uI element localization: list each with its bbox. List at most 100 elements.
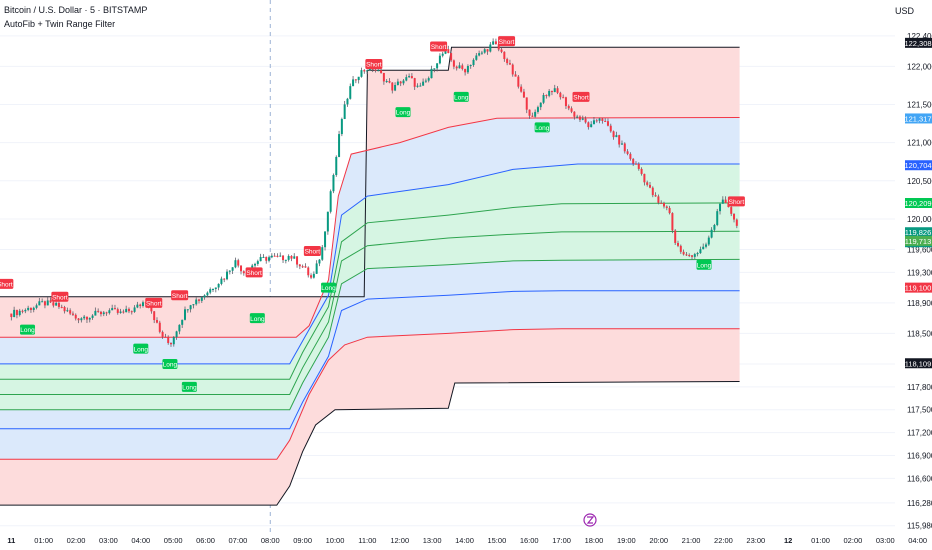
signal-box (498, 36, 516, 47)
short-signal-label: Short (171, 290, 189, 301)
time-tick-label: 03:00 (876, 536, 895, 545)
fib-fill-band (0, 202, 740, 395)
candle (564, 97, 567, 107)
candle (419, 85, 422, 87)
candle (595, 120, 598, 122)
fib-fill-band (0, 328, 740, 506)
candle (155, 320, 158, 323)
candle (461, 65, 464, 69)
candle (189, 305, 192, 310)
candle (604, 120, 607, 122)
candle (27, 307, 30, 310)
candle (542, 95, 545, 103)
candle (226, 271, 229, 280)
candle (279, 255, 282, 257)
candle (116, 309, 119, 313)
candle (587, 122, 590, 128)
fib-fill-band (0, 290, 740, 460)
candle (472, 59, 475, 66)
candle (626, 151, 629, 154)
long-signal-label: Long (534, 122, 550, 133)
fib-fill-band (0, 231, 740, 410)
candle (80, 318, 83, 321)
candle (520, 86, 523, 92)
candle (660, 202, 663, 204)
long-signal-label: Long (20, 324, 36, 335)
time-axis: 11 01:00 02:00 03:00 04:00 05:00 06:00 07:00 08:… (7, 536, 927, 545)
price-badge-box (905, 113, 932, 124)
price-badge-text: 120,209 (904, 199, 931, 208)
candle (388, 80, 391, 83)
candle (643, 173, 646, 183)
candle (220, 278, 223, 284)
candle (492, 41, 495, 45)
fib-level-line (0, 328, 740, 460)
candle (623, 143, 626, 152)
candle (424, 80, 427, 82)
candle (282, 255, 285, 261)
signal-text: Long (321, 285, 336, 292)
price-badge-text: 119,713 (905, 237, 932, 246)
candle (525, 97, 528, 110)
price-tick-label: 117,200 (907, 429, 932, 438)
price-tick-label: 120,500 (907, 177, 932, 186)
tradingview-logo-icon (583, 513, 597, 527)
candle (584, 118, 587, 123)
price-tick-label: 121,000 (907, 139, 932, 148)
candle (581, 118, 584, 120)
time-tick-label: 11 (7, 536, 15, 545)
price-tick-label: 120,000 (907, 215, 932, 224)
candle (438, 55, 441, 64)
price-badges: 122,308121,317120,704120,209119,82602:40… (904, 37, 932, 369)
signal-text: Long (182, 384, 197, 391)
candle (601, 118, 604, 121)
candle (304, 266, 307, 268)
fib-fill-band (0, 259, 740, 429)
signal-text: Long (396, 110, 411, 117)
price-badge-box (905, 282, 932, 293)
candle (634, 163, 637, 165)
price-tick-label: 122,400 (907, 32, 932, 41)
long-signal-label: Long (395, 107, 411, 118)
candle (514, 74, 517, 77)
candle (354, 79, 357, 81)
candle (382, 72, 385, 82)
candle (161, 331, 164, 337)
signal-box (20, 324, 36, 335)
candle (63, 307, 66, 312)
candle (198, 299, 201, 301)
long-signal-label: Long (162, 358, 178, 369)
candle (153, 311, 156, 321)
candle (648, 184, 651, 188)
candle (707, 237, 710, 245)
candle (380, 70, 383, 73)
signal-text: Short (146, 300, 162, 307)
candle (385, 80, 388, 82)
candle (629, 153, 632, 159)
signal-text: Short (0, 281, 13, 288)
signal-box (534, 122, 550, 133)
candle (273, 255, 276, 257)
price-tick-label: 118,500 (907, 329, 932, 338)
indicator-label[interactable]: AutoFib + Twin Range Filter (4, 19, 116, 29)
candle (508, 63, 511, 65)
candle (550, 90, 553, 93)
candle (480, 52, 483, 54)
candle (433, 68, 436, 70)
fib-level-line (0, 163, 740, 365)
time-tick-label: 17:00 (552, 536, 571, 545)
candle (489, 44, 492, 52)
candle (360, 70, 363, 77)
candle (615, 135, 618, 138)
candle (536, 107, 539, 112)
signal-box (696, 259, 712, 270)
short-signal-label: Short (498, 36, 516, 47)
candle (606, 121, 609, 126)
price-badge: 119,713 (905, 235, 932, 246)
short-signal-label: Short (245, 267, 263, 278)
candle (363, 70, 366, 72)
price-tick-label: 117,500 (907, 406, 932, 415)
candle (141, 302, 144, 307)
candle (374, 69, 377, 71)
